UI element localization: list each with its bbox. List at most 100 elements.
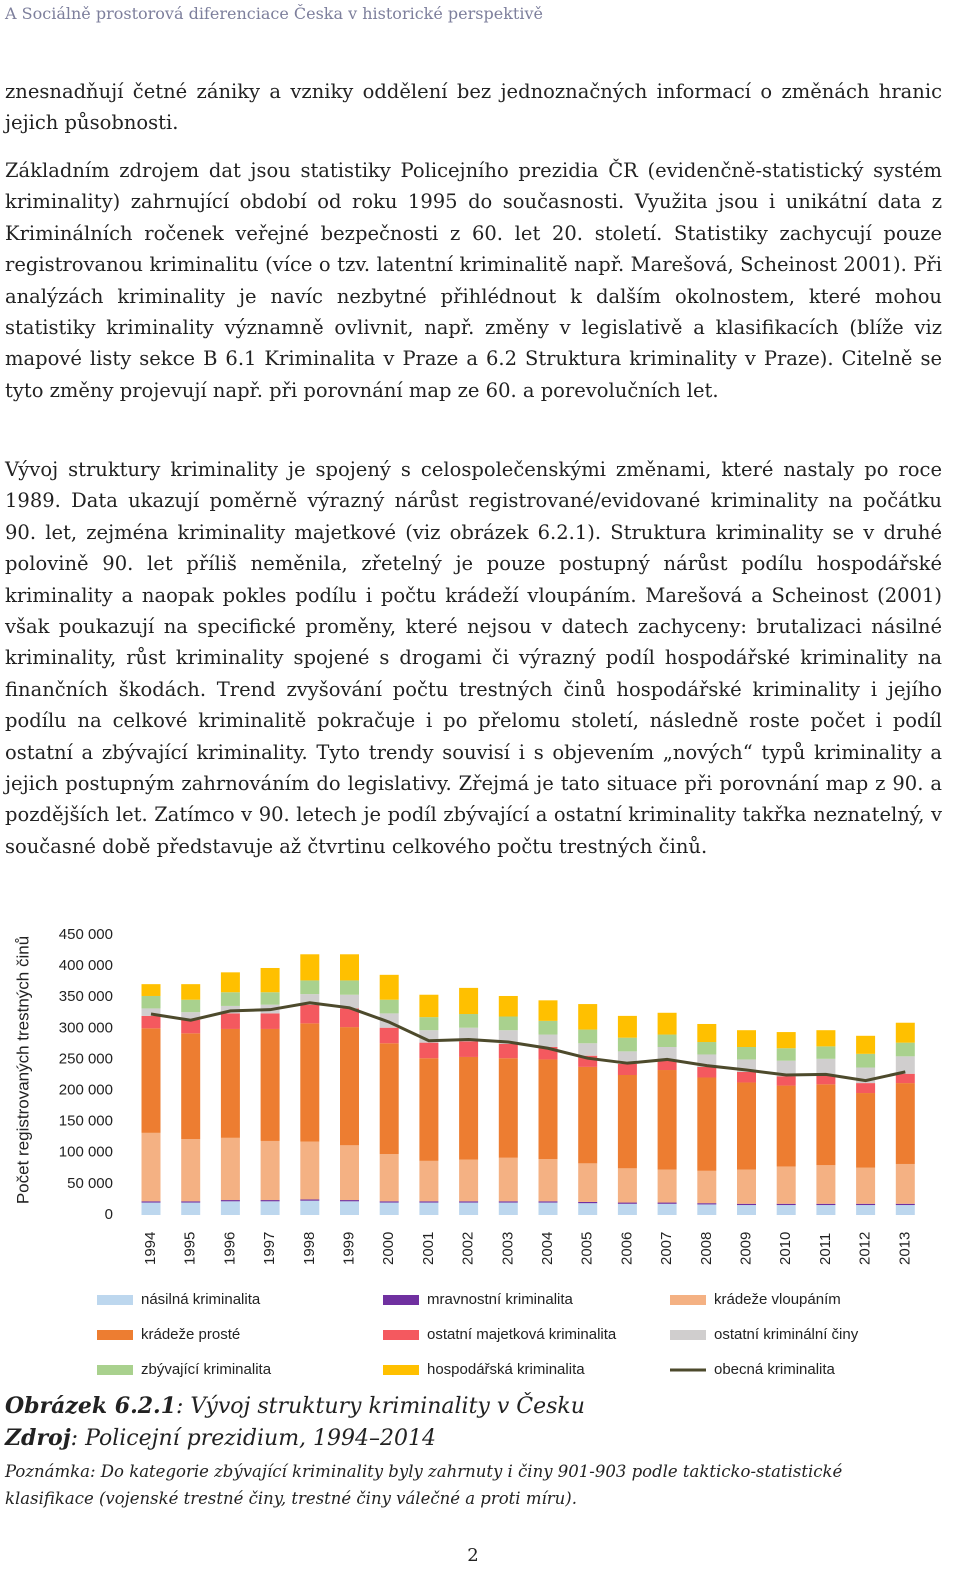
bar-segment xyxy=(498,1202,518,1215)
x-tick-label: 2011 xyxy=(817,1233,834,1265)
note: Poznámka: Do kategorie zbývající krimina… xyxy=(5,1462,843,1508)
bar-segment xyxy=(300,954,320,981)
bar-segment xyxy=(141,1202,161,1215)
bar-segment xyxy=(737,1071,756,1083)
caption-label: Obrázek 6.2.1 xyxy=(5,1393,177,1419)
bar-segment xyxy=(141,1132,161,1202)
bar-segment xyxy=(300,1023,320,1142)
bar-segment xyxy=(776,1076,796,1086)
bar-segment xyxy=(697,1066,717,1078)
bar-segment xyxy=(459,1027,479,1042)
y-tick-label: 400 000 xyxy=(59,957,113,974)
bar-segment xyxy=(459,1056,479,1160)
bar-segment xyxy=(816,1205,836,1215)
bar-segment xyxy=(617,1202,637,1204)
bar-segment xyxy=(141,995,161,1009)
bar-segment xyxy=(379,1027,399,1044)
bar-segment xyxy=(776,1060,796,1077)
bar-segment xyxy=(260,1028,280,1141)
bar-segment xyxy=(697,1204,717,1215)
y-tick-label: 250 000 xyxy=(59,1050,113,1067)
bar-segment xyxy=(697,1170,717,1204)
legend-label: ostatní kriminální činy xyxy=(714,1326,859,1343)
bar-segment xyxy=(737,1205,756,1215)
legend-label: hospodářská kriminalita xyxy=(427,1361,585,1378)
y-tick-label: 450 000 xyxy=(59,926,113,943)
bar-segment xyxy=(816,1165,836,1204)
bar-segment xyxy=(578,1055,598,1067)
bar-segment xyxy=(657,1012,677,1035)
bar-segment xyxy=(181,1139,201,1202)
bar-segment xyxy=(181,984,201,1000)
bar-segment xyxy=(419,1017,439,1031)
y-tick-label: 50 000 xyxy=(67,1175,113,1192)
bar-segment xyxy=(856,1093,876,1168)
bar-segment xyxy=(260,1140,280,1201)
bar-segment xyxy=(260,1200,280,1202)
bar-segment xyxy=(220,1137,240,1201)
line xyxy=(150,1001,906,1083)
bar-segment xyxy=(895,1042,915,1057)
bar-segment xyxy=(856,1053,876,1068)
bar-segment xyxy=(459,1159,479,1202)
paragraph: Vývoj struktury kriminality je spojený s… xyxy=(5,458,942,858)
bar-segment xyxy=(578,1066,598,1164)
paragraph: znesnadňují četné zániky a vzniky odděle… xyxy=(5,80,942,135)
bar-segment xyxy=(657,1034,677,1047)
bar-segment xyxy=(657,1169,677,1203)
caption-text: : Vývoj struktury kriminality v Česku xyxy=(176,1394,585,1419)
legend-label: krádeže vloupáním xyxy=(714,1291,841,1308)
bar-segment xyxy=(498,995,518,1017)
bar-segment xyxy=(459,1201,479,1203)
bar-segment xyxy=(737,1082,756,1170)
bar-segment xyxy=(617,1168,637,1203)
bar-segment xyxy=(776,1205,796,1215)
legend-label: násilná kriminalita xyxy=(141,1291,261,1308)
y-tick-label: 350 000 xyxy=(59,988,113,1005)
bar-segment xyxy=(578,1043,598,1056)
bar-segment xyxy=(220,972,240,993)
y-tick-label: 0 xyxy=(105,1206,113,1223)
bar-segment xyxy=(895,1083,915,1164)
bar-segment xyxy=(697,1077,717,1171)
bar-segment xyxy=(538,1202,558,1215)
bar-segment xyxy=(856,1203,876,1206)
bar-segment xyxy=(340,954,359,981)
caption: Obrázek 6.2.1: Vývoj struktury kriminali… xyxy=(5,1393,585,1419)
x-tick-label: 2009 xyxy=(737,1232,754,1265)
x-tick-label: 1999 xyxy=(340,1232,357,1265)
bar-segment xyxy=(379,1202,399,1215)
x-tick-label: 1996 xyxy=(221,1232,238,1265)
bar-segment xyxy=(816,1046,836,1059)
source: Zdroj: Policejní prezidium, 1994–2014 xyxy=(5,1425,436,1451)
legend-swatch xyxy=(670,1295,706,1305)
bar-segment xyxy=(419,1042,439,1059)
bar-segment xyxy=(617,1037,637,1052)
source-label: Zdroj xyxy=(5,1425,71,1451)
y-axis-title: Počet registrovaných trestných činů xyxy=(13,936,32,1204)
bar-segment xyxy=(856,1205,876,1215)
legend-swatch xyxy=(670,1330,706,1340)
y-tick-label: 300 000 xyxy=(59,1019,113,1036)
bar-segment xyxy=(181,999,201,1013)
bar-segment xyxy=(856,1083,876,1094)
bar-segment xyxy=(340,1008,359,1028)
bar-segment xyxy=(300,980,320,995)
bar-segment xyxy=(816,1074,836,1085)
bar-segment xyxy=(617,1063,637,1075)
bar-segment xyxy=(498,1058,518,1158)
bar-segment xyxy=(141,1015,161,1029)
bar-segment xyxy=(657,1203,677,1215)
bar-segment xyxy=(300,1200,320,1215)
bar-segment xyxy=(181,1033,201,1140)
bar-segment xyxy=(776,1032,796,1049)
bar-segment xyxy=(419,1202,439,1215)
bar-segment xyxy=(340,1200,359,1202)
x-tick-label: 2000 xyxy=(380,1232,397,1265)
bar-segment xyxy=(379,1201,399,1203)
x-tick-label: 2005 xyxy=(579,1232,596,1265)
bar-segment xyxy=(895,1056,915,1074)
bar-segment xyxy=(459,1041,479,1057)
legend-swatch xyxy=(383,1295,419,1305)
